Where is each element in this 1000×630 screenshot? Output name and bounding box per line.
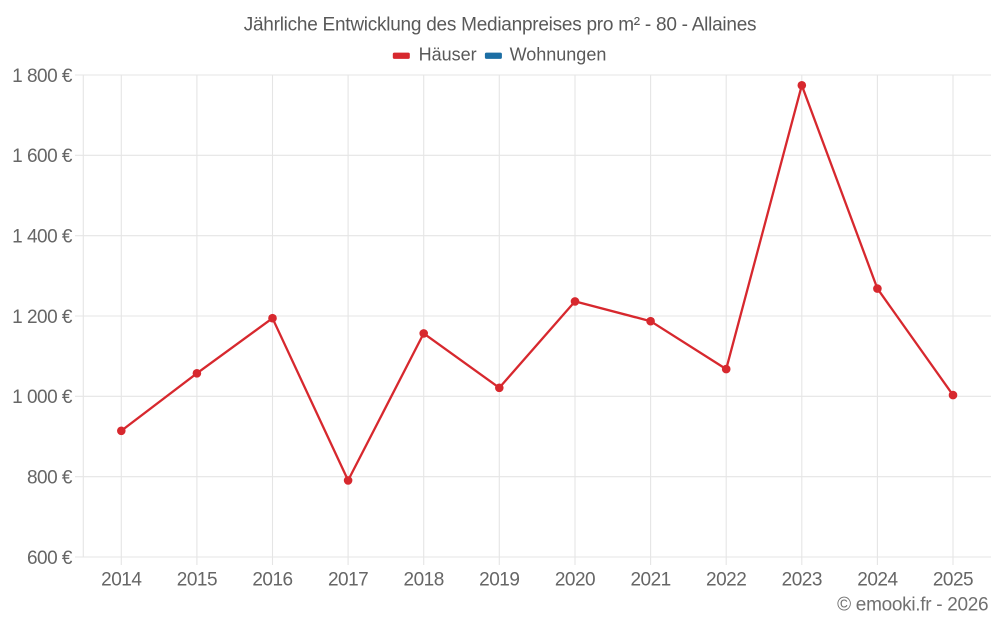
svg-text:2023: 2023 bbox=[782, 570, 822, 591]
svg-text:2014: 2014 bbox=[101, 570, 142, 591]
svg-text:1 600 €: 1 600 € bbox=[12, 146, 73, 167]
svg-text:800 €: 800 € bbox=[27, 468, 73, 489]
svg-text:2020: 2020 bbox=[555, 570, 595, 591]
svg-text:2019: 2019 bbox=[479, 570, 519, 591]
svg-text:2022: 2022 bbox=[706, 570, 746, 591]
svg-text:2024: 2024 bbox=[857, 570, 898, 591]
svg-text:2018: 2018 bbox=[404, 570, 444, 591]
svg-text:2016: 2016 bbox=[252, 570, 292, 591]
svg-text:2021: 2021 bbox=[630, 570, 670, 591]
svg-text:600 €: 600 € bbox=[27, 548, 73, 569]
svg-text:© emooki.fr - 2026: © emooki.fr - 2026 bbox=[837, 595, 988, 616]
svg-text:2017: 2017 bbox=[328, 570, 368, 591]
svg-text:1 400 €: 1 400 € bbox=[12, 227, 73, 248]
svg-text:Häuser: Häuser bbox=[419, 44, 477, 64]
svg-text:1 200 €: 1 200 € bbox=[12, 307, 73, 328]
svg-text:1 000 €: 1 000 € bbox=[12, 387, 73, 408]
svg-text:Jährliche Entwicklung des Medi: Jährliche Entwicklung des Medianpreises … bbox=[244, 14, 757, 35]
svg-text:2025: 2025 bbox=[933, 570, 973, 591]
svg-text:2015: 2015 bbox=[177, 570, 217, 591]
svg-text:1 800 €: 1 800 € bbox=[12, 66, 73, 87]
svg-text:Wohnungen: Wohnungen bbox=[510, 44, 607, 64]
